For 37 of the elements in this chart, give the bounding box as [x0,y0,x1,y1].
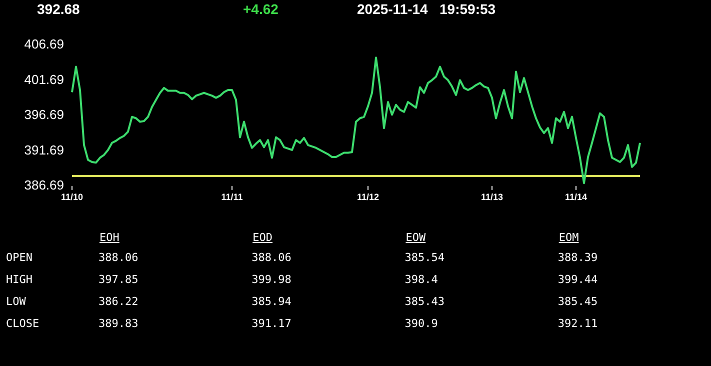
text: 392.68 [37,1,80,17]
x-tick-label: 11/10 [60,192,84,202]
text: 389.83 [98,316,140,332]
text: EOM [558,230,580,246]
text: 385.43 [404,294,446,310]
text: EOH [98,230,120,246]
text: OPEN [5,250,34,266]
x-tick-label: 11/14 [564,192,588,202]
text: 2025-11-14 19:59:53 [357,1,496,17]
y-tick-label: 401.69 [24,72,64,87]
text: 397.85 [98,272,140,288]
text: 385.54 [404,250,446,266]
text: 399.98 [252,272,292,288]
y-tick-label: 386.69 [24,178,64,193]
text: 391.17 [252,316,292,332]
y-tick-label: 391.69 [24,142,64,158]
y-tick-label: 396.69 [24,107,64,122]
text: CLOSE [5,316,40,332]
text: 385.94 [252,294,292,310]
text: 399.44 [558,272,599,288]
text: EOD [252,230,274,246]
x-tick-label: 11/13 [480,192,504,202]
text: HIGH [5,272,34,288]
text: 386.22 [98,294,140,310]
text: EOW [404,230,427,246]
text: 388.39 [558,250,599,266]
text: LOW [5,294,27,310]
text: 388.06 [252,250,292,266]
text: 390.9 [404,316,439,332]
text: 385.45 [558,294,599,310]
y-tick-label: 406.69 [24,36,64,52]
text: +4.62 [243,1,278,17]
text: 398.4 [404,272,439,288]
x-tick-label: 11/12 [356,192,380,202]
text: 392.11 [558,316,599,332]
text: 388.06 [98,250,140,266]
x-tick-label: 11/11 [221,192,243,202]
